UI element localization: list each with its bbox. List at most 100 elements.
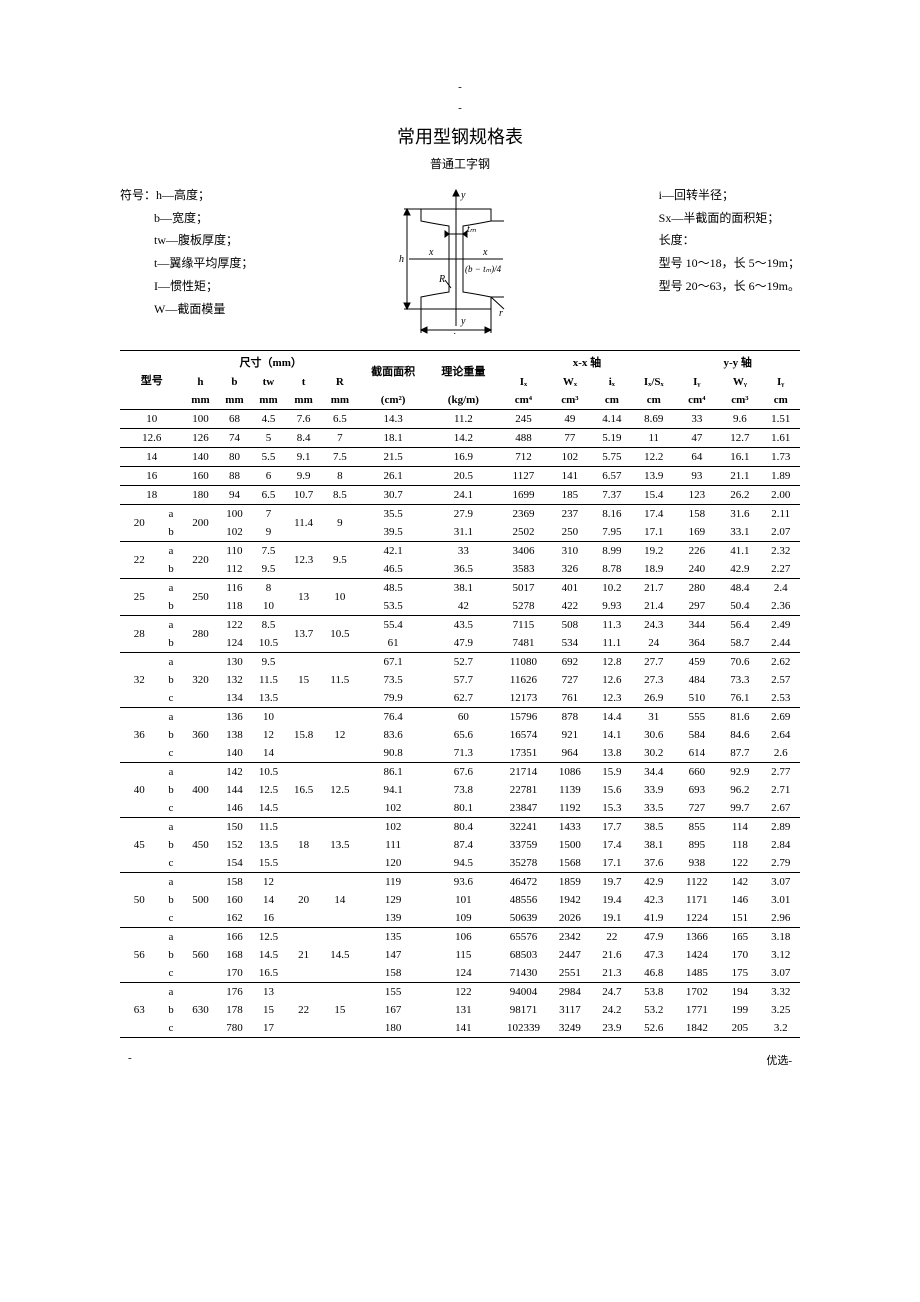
top-dash-2: - [120,101,800,116]
table-cell: 15 [251,1001,285,1019]
table-cell: 14 [120,447,183,466]
table-cell: 11.5 [251,671,285,689]
table-cell: 10.7 [285,485,321,504]
table-cell: 1.61 [761,428,800,447]
table-cell: 693 [675,781,718,799]
table-cell: 9.5 [251,560,285,579]
table-cell: 167 [358,1001,428,1019]
table-cell: 13.5 [322,817,358,872]
table-cell: 110 [217,541,251,560]
table-cell: 31 [632,707,675,726]
table-cell: 79.9 [358,689,428,708]
page-subtitle: 普通工字钢 [120,155,800,172]
table-cell: 73.8 [428,781,498,799]
table-row: b12410.56147.9748153411.12436458.72.44 [120,634,800,653]
table-row: 50a50015812201411993.646472185919.742.91… [120,872,800,891]
table-cell: 33759 [499,836,549,854]
table-cell: 5.5 [251,447,285,466]
table-cell: 2369 [499,504,549,523]
dim-h: h [399,254,404,265]
table-cell: 64 [675,447,718,466]
table-cell: 9 [322,504,358,541]
table-cell: 24.7 [591,982,632,1001]
table-cell: 36.5 [428,560,498,579]
table-cell: 1771 [675,1001,718,1019]
table-cell: 73.3 [718,671,761,689]
table-cell: 84.6 [718,726,761,744]
table-cell: 17 [251,1019,285,1038]
table-cell: 13.5 [251,689,285,708]
top-dash-1: - [120,80,800,95]
table-row: c17016.515812471430255121.346.814851753.… [120,964,800,983]
table-cell: 16574 [499,726,549,744]
table-cell: 151 [718,909,761,928]
table-cell: 14.5 [251,946,285,964]
table-cell: 2.84 [761,836,800,854]
table-cell: 10 [120,409,183,428]
table-cell: 13.8 [591,744,632,763]
table-cell: 45 [120,817,159,872]
table-cell: 21 [285,927,321,982]
table-cell: 18.9 [632,560,675,579]
table-cell: 30.7 [358,485,428,504]
table-cell: 12173 [499,689,549,708]
table-row: b1601412910148556194219.442.311711463.01 [120,891,800,909]
legend-Sx: Sx—半截面的面积矩； [659,207,800,230]
table-cell: 142 [718,872,761,891]
table-cell: 1366 [675,927,718,946]
table-cell: 178 [217,1001,251,1019]
table-cell: 9.5 [322,541,358,578]
table-cell: 42.1 [358,541,428,560]
table-cell: 422 [548,597,591,616]
table-cell: 129 [358,891,428,909]
table-cell: 94.1 [358,781,428,799]
table-cell: 26.9 [632,689,675,708]
table-cell: 8.99 [591,541,632,560]
table-cell: 150 [217,817,251,836]
table-cell: 166 [217,927,251,946]
table-cell: 2502 [499,523,549,542]
table-cell: 33.1 [718,523,761,542]
table-cell: 200 [183,504,217,541]
dim-bexpr: (b − tₘ)/4 [465,264,502,274]
hdr-IxSx-u: cm [632,391,675,410]
table-cell: 2551 [548,964,591,983]
table-cell: 9.5 [251,652,285,671]
hdr-yy: y-y 轴 [675,350,800,373]
table-cell: 2447 [548,946,591,964]
table-cell: 122 [718,854,761,873]
table-cell: 100 [183,409,217,428]
table-cell: 3.18 [761,927,800,946]
table-cell: 88 [217,466,251,485]
table-cell: 14.4 [591,707,632,726]
table-cell: 12.2 [632,447,675,466]
hdr-R-u: mm [322,391,358,410]
table-cell: 58.7 [718,634,761,653]
table-cell: 2342 [548,927,591,946]
table-cell: 28 [120,615,159,652]
table-cell: 73.5 [358,671,428,689]
table-cell: 15.8 [285,707,321,762]
table-cell: b [159,523,184,542]
table-cell: 36 [120,707,159,762]
table-cell: 96.2 [718,781,761,799]
table-cell: 38.1 [428,578,498,597]
table-cell: 70.6 [718,652,761,671]
table-cell: 17.1 [591,854,632,873]
table-cell: 98171 [499,1001,549,1019]
table-cell: b [159,1001,184,1019]
table-row: b102939.531.125022507.9517.116933.12.07 [120,523,800,542]
table-cell: 22 [591,927,632,946]
table-cell: 5278 [499,597,549,616]
table-cell: 155 [358,982,428,1001]
table-cell: 10.5 [322,615,358,652]
table-cell: 152 [217,836,251,854]
table-cell: 12 [251,872,285,891]
table-cell: 42.9 [718,560,761,579]
table-cell: 7 [251,504,285,523]
table-cell: 895 [675,836,718,854]
table-cell: 584 [675,726,718,744]
table-cell: 42.9 [632,872,675,891]
table-cell: c [159,799,184,818]
table-cell: 14 [251,744,285,763]
